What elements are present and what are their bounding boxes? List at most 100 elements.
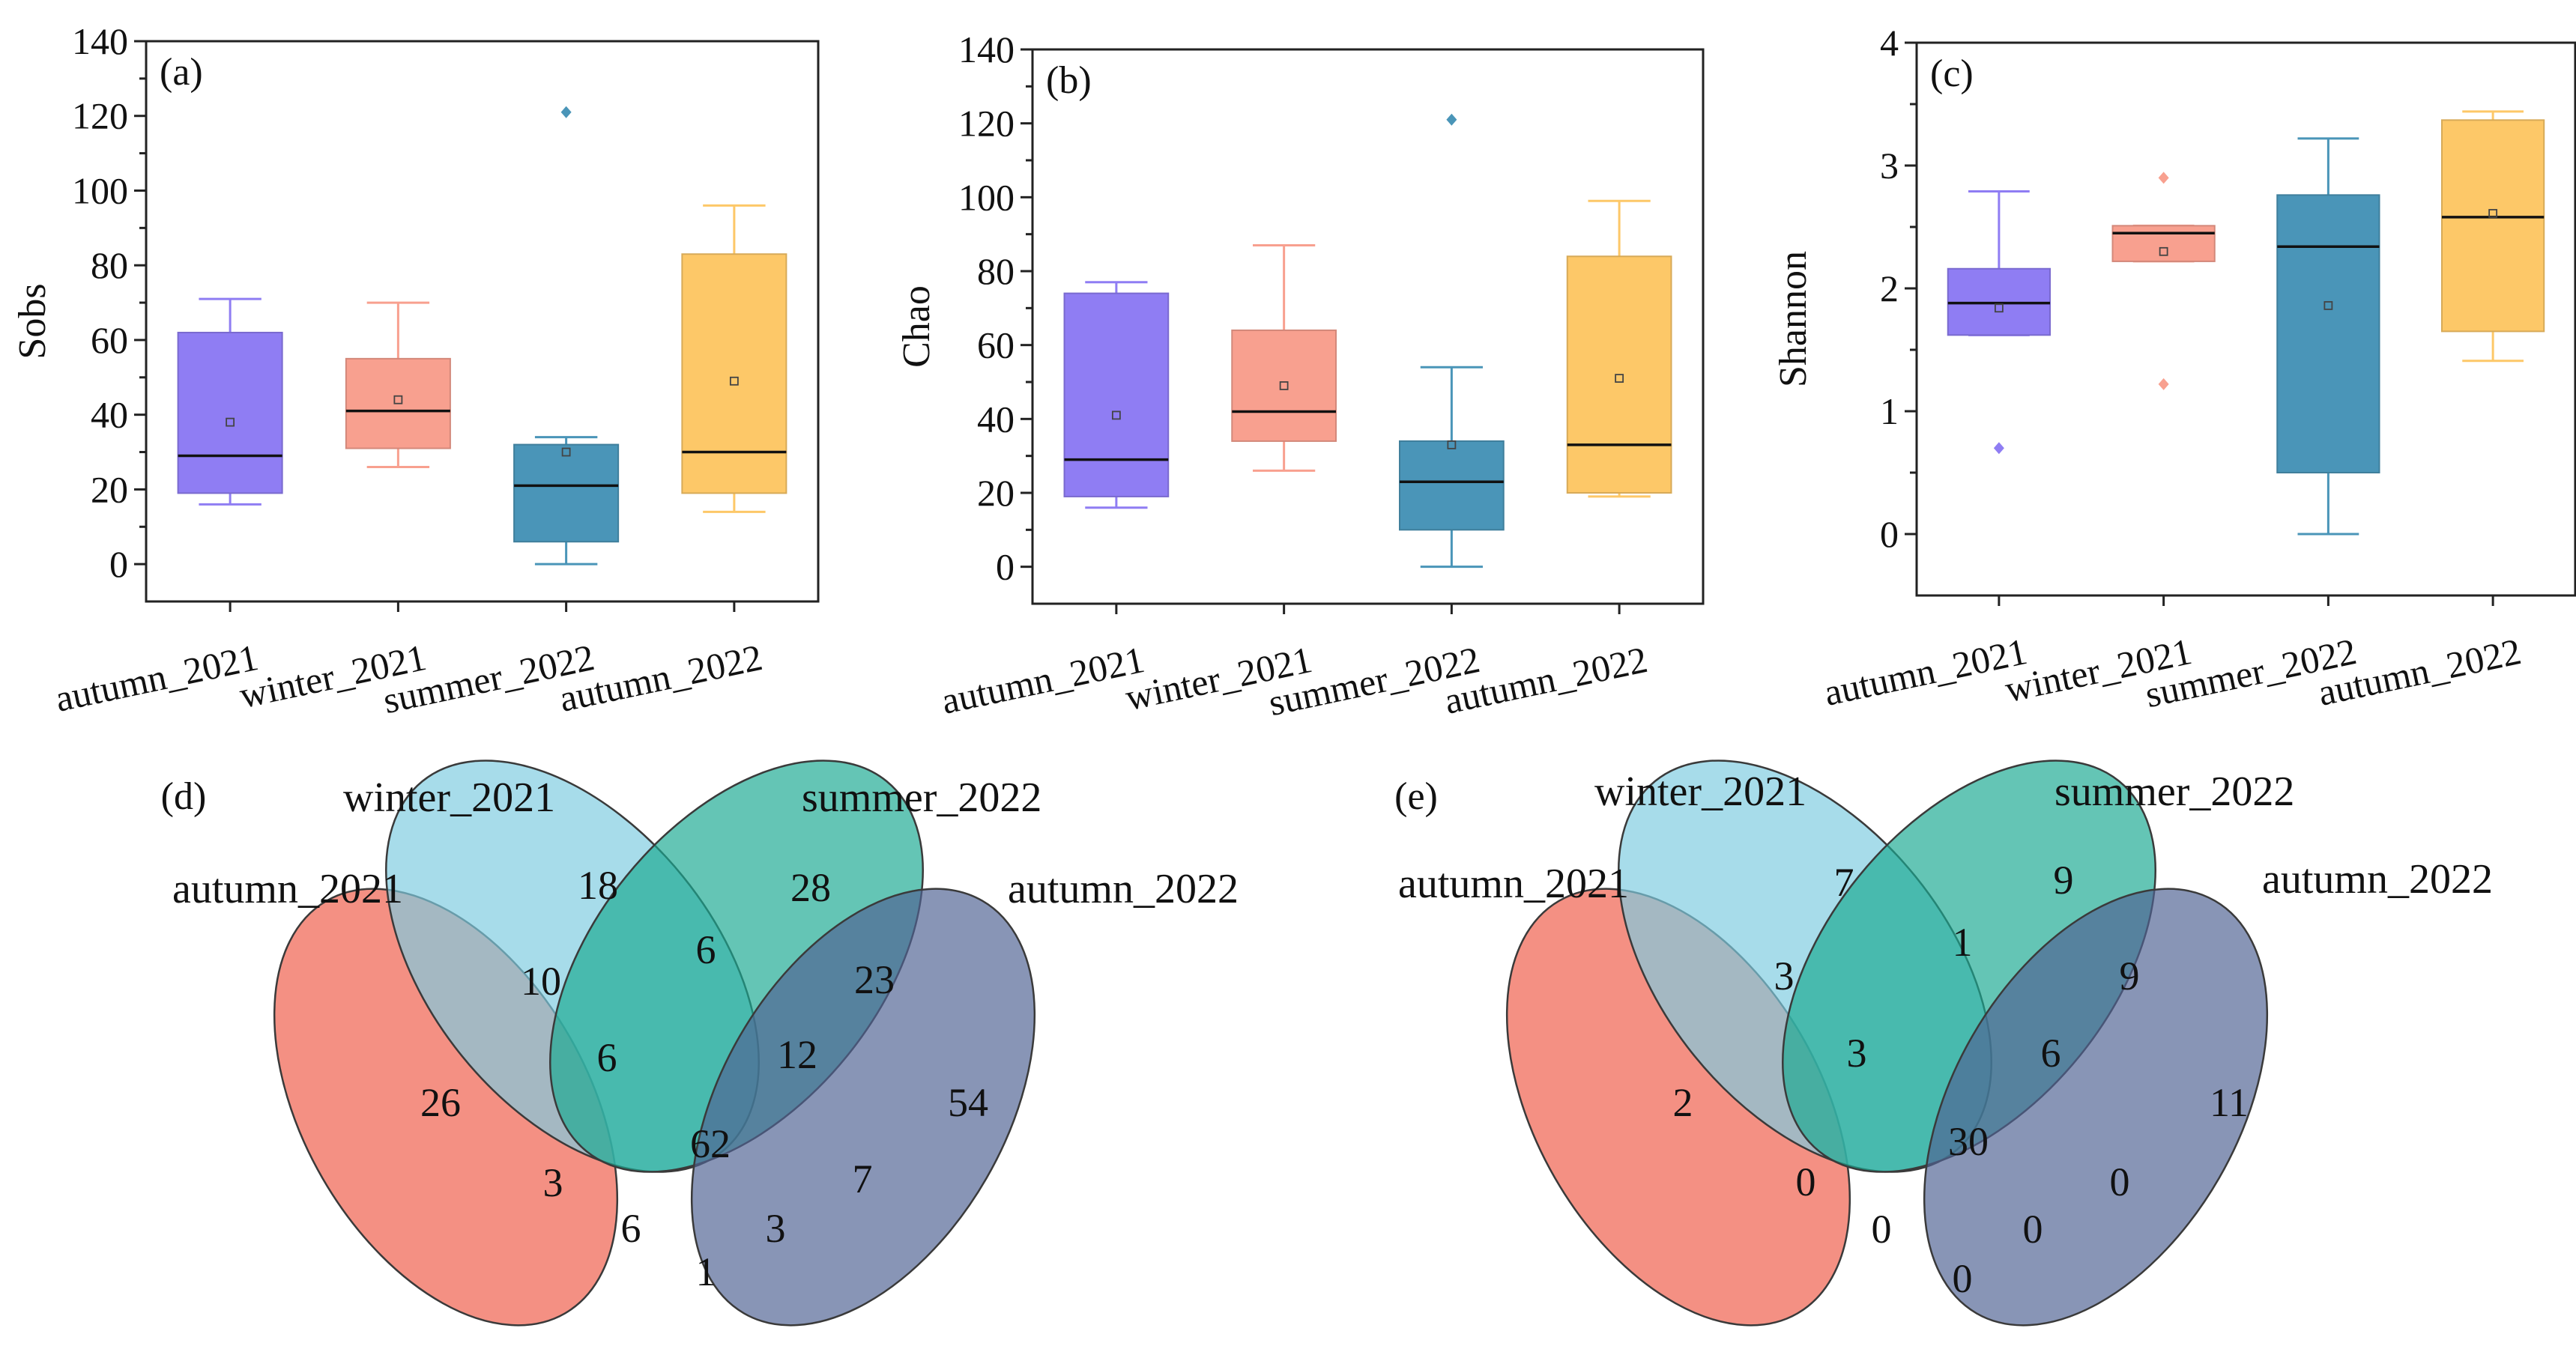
outlier-point — [2158, 172, 2169, 184]
venn-set-label: autumn_2021 — [172, 866, 403, 912]
y-tick-label: 80 — [977, 250, 1015, 292]
box-summer_2022 — [1399, 113, 1505, 569]
box-summer_2022 — [513, 106, 620, 566]
venn-set-label: summer_2022 — [802, 774, 1041, 821]
mean-marker — [561, 447, 571, 457]
outlier-point — [1993, 442, 2004, 455]
venn-set-label: winter_2021 — [1594, 769, 1806, 815]
venn-count-SU: 9 — [2120, 954, 2140, 998]
venn-count-AU: 0 — [1953, 1256, 1973, 1301]
mean-marker — [2323, 301, 2333, 310]
y-tick-label: 100 — [72, 169, 128, 211]
box-winter_2021 — [345, 301, 451, 468]
mean-marker — [1279, 381, 1289, 390]
venn-count-all: 62 — [690, 1121, 731, 1166]
y-tick-label: 20 — [91, 468, 128, 510]
y-tick-label: 1 — [1880, 390, 1899, 432]
y-tick-label: 40 — [91, 394, 128, 436]
box-autumn_2021 — [1063, 281, 1170, 509]
venn-count-ASU: 0 — [1796, 1159, 1816, 1204]
venn-set-autumn_2022 — [1923, 888, 2269, 1327]
venn-count-WS: 1 — [1953, 920, 1973, 965]
venn-count-AWS: 6 — [597, 1035, 617, 1080]
y-tick-label: 2 — [1880, 267, 1899, 309]
venn-count-SU: 23 — [854, 957, 895, 1002]
plot-frame — [1031, 48, 1705, 605]
box-iqr — [513, 443, 620, 543]
venn-count-AWU: 3 — [766, 1206, 786, 1251]
box-panel-a: 020406080100120140Sobs(a)autumn_2021wint… — [11, 20, 820, 721]
venn-set-autumn_2022 — [690, 888, 1036, 1327]
mean-marker — [2159, 246, 2168, 256]
panel-label: (d) — [161, 775, 207, 818]
mean-marker — [393, 395, 403, 404]
box-iqr — [1399, 440, 1505, 531]
venn-count-WSU: 6 — [2041, 1031, 2061, 1076]
venn-count-all: 30 — [1948, 1119, 1989, 1164]
box-panel-b: 020406080100120140Chao(b)autumn_2021wint… — [895, 28, 1705, 724]
venn-panel-e: (e) autumn_2021 winter_2021 summer_2022autu… — [1394, 760, 2493, 1327]
y-tick-label: 4 — [1880, 22, 1899, 64]
y-tick-label: 0 — [996, 546, 1015, 588]
panel-label: (e) — [1394, 775, 1438, 818]
box-autumn_2022 — [1566, 199, 1672, 498]
box-autumn_2022 — [681, 204, 787, 513]
venn-count-WU: 0 — [2110, 1159, 2130, 1204]
venn-count-AWS: 3 — [1847, 1031, 1867, 1076]
venn-count-AS: 0 — [1872, 1207, 1892, 1252]
y-tick-label: 80 — [91, 244, 128, 286]
venn-count-WU: 7 — [853, 1157, 873, 1201]
box-iqr — [681, 253, 787, 494]
box-iqr — [2276, 194, 2380, 473]
plot-frame — [1915, 41, 2576, 597]
venn-count-AW: 3 — [1774, 954, 1795, 998]
x-tick-label: autumn_2021 — [52, 636, 262, 720]
venn-count-AW: 10 — [521, 959, 561, 1004]
venn-count-AS: 6 — [621, 1206, 641, 1251]
venn-count-A_only: 26 — [420, 1080, 461, 1125]
venn-set-label: summer_2022 — [2055, 769, 2294, 815]
mean-marker — [729, 376, 739, 386]
box-autumn_2021 — [177, 297, 283, 506]
y-tick-label: 120 — [958, 103, 1015, 145]
box-winter_2021 — [2111, 172, 2216, 390]
box-iqr — [1063, 292, 1170, 497]
panel-label: (a) — [160, 51, 203, 94]
venn-set-label: winter_2021 — [343, 774, 555, 821]
box-iqr — [1231, 329, 1337, 442]
x-tick-label: autumn_2021 — [938, 638, 1149, 722]
y-tick-label: 120 — [72, 95, 128, 137]
mean-marker — [1111, 410, 1121, 420]
y-axis-label: Chao — [895, 285, 938, 368]
venn-count-U_only: 54 — [948, 1080, 988, 1125]
venn-count-AWU: 0 — [2023, 1207, 2043, 1252]
y-tick-label: 60 — [91, 319, 128, 361]
venn-set-label: autumn_2022 — [1008, 866, 1239, 912]
y-tick-label: 140 — [958, 28, 1015, 70]
venn-set-label: autumn_2021 — [1398, 861, 1629, 907]
venn-count-ASU: 3 — [543, 1160, 563, 1205]
y-tick-label: 3 — [1880, 145, 1899, 187]
venn-count-A_only: 2 — [1673, 1080, 1693, 1125]
venn-count-WS: 6 — [696, 927, 716, 972]
panel-label: (c) — [1930, 52, 1974, 95]
venn-panel-d: (d) autumn_2021 winter_2021 summer_2022autu… — [161, 760, 1239, 1327]
venn-count-S_only: 9 — [2054, 858, 2074, 903]
y-tick-label: 20 — [977, 472, 1015, 514]
venn-count-W_only: 18 — [578, 863, 618, 908]
venn-count-S_only: 28 — [790, 865, 831, 910]
venn-count-AU: 1 — [696, 1249, 716, 1294]
mean-marker — [2488, 209, 2498, 218]
y-axis-label: Shannon — [1772, 251, 1815, 387]
y-tick-label: 0 — [1880, 513, 1899, 555]
venn-count-W_only: 7 — [1834, 860, 1854, 905]
y-tick-label: 140 — [72, 20, 128, 62]
panel-label: (b) — [1046, 59, 1092, 102]
venn-set-label: autumn_2022 — [2262, 856, 2493, 903]
venn-count-U_only: 11 — [2210, 1080, 2249, 1125]
box-autumn_2021 — [1947, 190, 2051, 455]
venn-count-WSU: 12 — [777, 1032, 817, 1077]
box-summer_2022 — [2276, 137, 2380, 536]
outlier-point — [2158, 378, 2169, 390]
